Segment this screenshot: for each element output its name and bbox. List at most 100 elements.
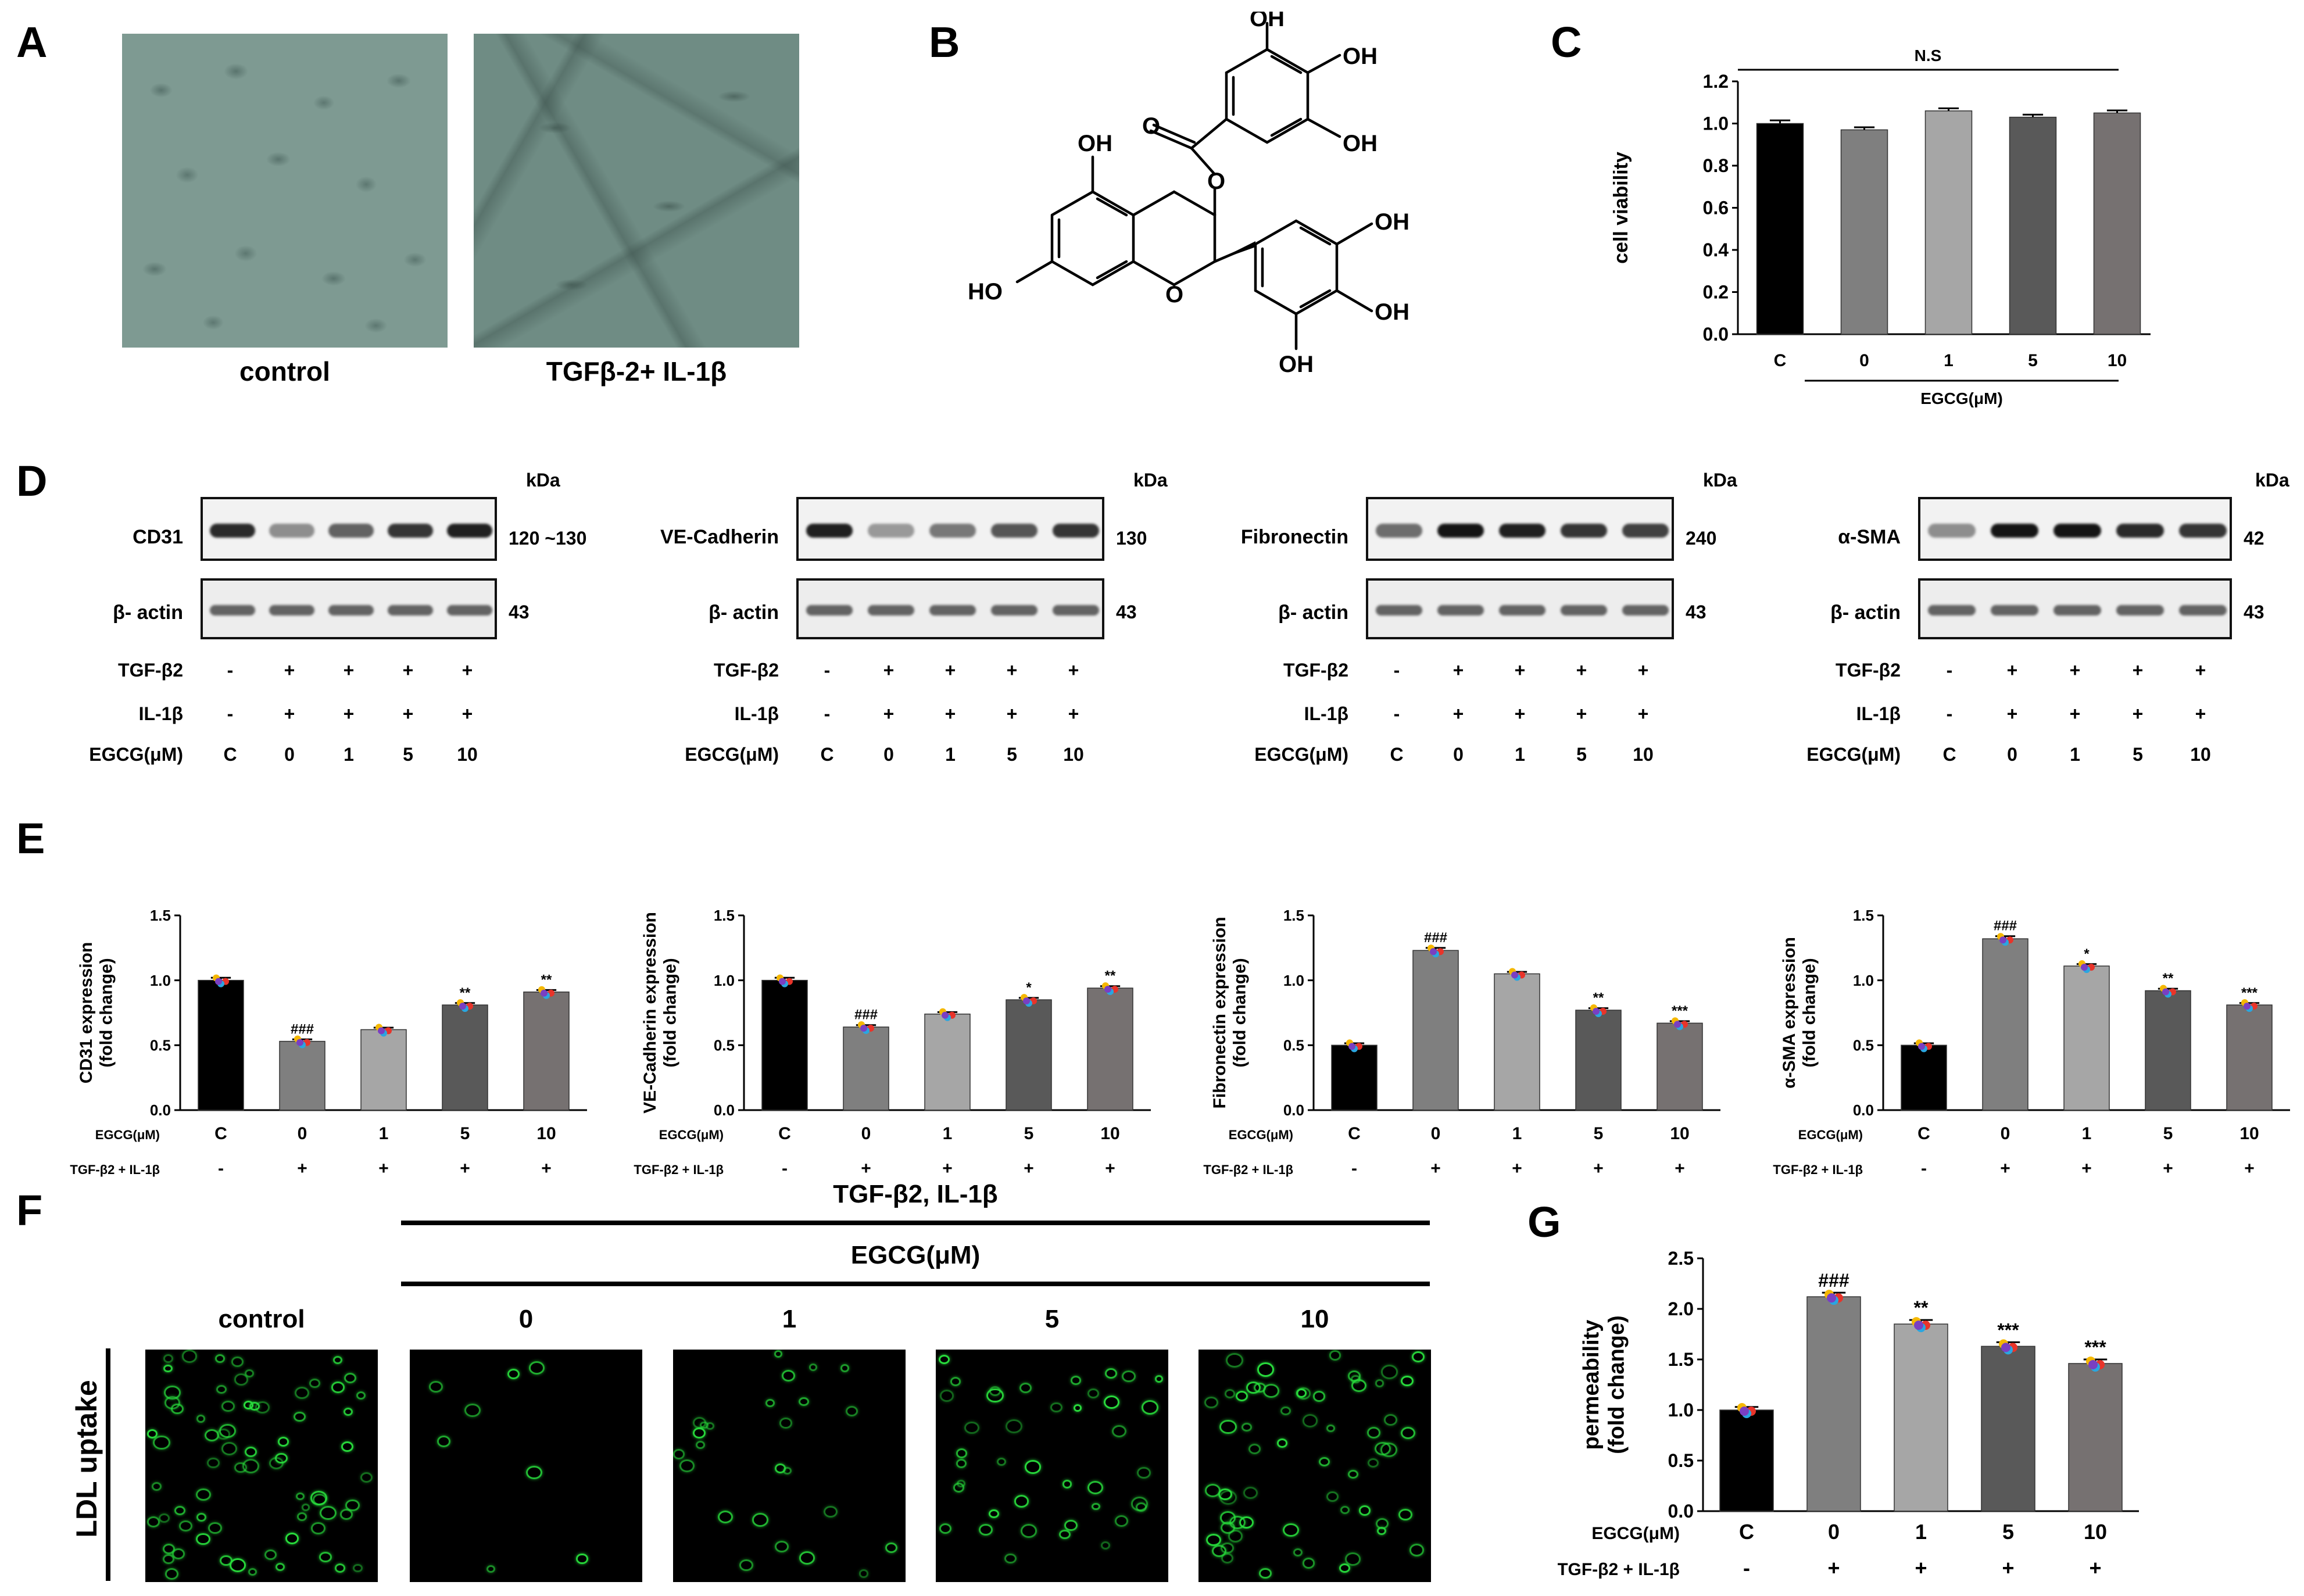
fluorescent-cell <box>1368 1458 1379 1468</box>
condition-value: 5 <box>2133 744 2143 765</box>
fluorescent-cell <box>840 1364 850 1373</box>
fluorescent-cell <box>221 1441 238 1455</box>
condition-value: 0 <box>2007 744 2017 765</box>
atom-o-ring: O <box>1165 282 1183 307</box>
fluorescent-cell <box>1114 1515 1128 1527</box>
condition-value: + <box>402 660 414 681</box>
y-tick-label: 0.6 <box>1703 198 1729 219</box>
fluorescent-cell <box>1242 1423 1253 1432</box>
condition-value: + <box>1637 703 1649 724</box>
target-band <box>867 524 915 538</box>
actin-band <box>210 605 255 616</box>
condition-value: - <box>227 703 234 724</box>
fluorescent-cell <box>1105 1368 1117 1379</box>
bar-10 <box>2068 1363 2123 1512</box>
bar-C <box>1756 123 1804 335</box>
target-band <box>929 524 976 538</box>
fluorescent-cell <box>576 1554 588 1564</box>
x-tick-label: 10 <box>2239 1124 2259 1143</box>
condition-value: + <box>945 660 956 681</box>
ldl-uptake-egcg-1-image <box>673 1350 906 1582</box>
fluorescent-cell <box>311 1522 325 1535</box>
blot-loading-size: 43 <box>1686 602 1706 622</box>
data-point <box>1918 1043 1925 1050</box>
condition-value: + <box>1068 703 1079 724</box>
fluorescent-cell <box>1224 1389 1236 1399</box>
condition-label: IL-1β <box>1304 703 1348 724</box>
fluorescent-cell <box>781 1370 796 1382</box>
blot-loading-membrane <box>1918 578 2232 639</box>
x-condition-label: + <box>460 1159 470 1178</box>
x-row2-label: TGF-β2 + IL-1β <box>70 1162 160 1177</box>
target-band <box>990 524 1038 538</box>
fluorescent-cell <box>507 1368 520 1379</box>
atom-oh-6: OH <box>1375 299 1409 325</box>
kda-label: kDa <box>1703 470 1737 491</box>
fluorescent-cell <box>221 1401 235 1412</box>
x-tick-label: 10 <box>2084 1520 2107 1544</box>
phase-contrast-control-image <box>122 34 448 348</box>
bar-C <box>1719 1409 1774 1512</box>
f-row-label: LDL uptake <box>70 1380 103 1538</box>
target-band <box>388 524 433 538</box>
bar-10 <box>2093 112 2141 335</box>
fluorescent-cell <box>310 1491 327 1505</box>
x-condition-label: + <box>1675 1159 1685 1178</box>
fluorescent-cell <box>164 1395 180 1409</box>
fluorescent-cell <box>1277 1438 1288 1448</box>
fluorescent-cell <box>295 1387 309 1399</box>
condition-value: 10 <box>457 744 478 765</box>
x-tick-label: 10 <box>1100 1124 1119 1143</box>
fluorescent-cell <box>331 1382 345 1393</box>
target-band <box>1990 524 2039 538</box>
condition-value: C <box>820 744 834 765</box>
condition-value: + <box>883 660 895 681</box>
actin-band <box>1927 605 1976 616</box>
blot-target-membrane <box>1918 497 2232 561</box>
fluorescent-cell <box>1257 1362 1275 1377</box>
fluorescent-cell <box>163 1364 173 1373</box>
panel-label-b: B <box>929 18 960 66</box>
data-point <box>1023 997 1030 1005</box>
atom-oh-2: OH <box>1343 44 1378 69</box>
y-tick-label: 1.0 <box>1853 972 1874 989</box>
blot-target-size: 42 <box>2244 528 2264 549</box>
fluorescent-cell <box>996 1457 1007 1466</box>
data-point <box>1827 1293 1836 1303</box>
x-tick-label: 1 <box>943 1124 953 1143</box>
fluorescent-cell <box>1400 1375 1414 1387</box>
fluorescent-cell <box>1367 1427 1381 1438</box>
fluorescent-cell <box>705 1422 715 1430</box>
x-condition-label: + <box>2002 1556 2014 1580</box>
fluorescent-cell <box>950 1377 961 1387</box>
significance-mark: *** <box>2084 1337 2106 1358</box>
condition-label: TGF-β2 <box>1283 660 1348 681</box>
fluorescent-cell <box>179 1520 193 1532</box>
actin-band <box>2116 605 2165 616</box>
fluorescent-cell <box>196 1533 210 1545</box>
data-point <box>1740 1407 1749 1416</box>
condition-value: 10 <box>2190 744 2211 765</box>
egcg-group-label: EGCG(μM) <box>1920 389 2003 407</box>
significance-mark: ** <box>541 972 552 987</box>
data-point <box>2162 988 2169 996</box>
fluorescent-cell <box>429 1380 443 1393</box>
condition-value: 0 <box>284 744 295 765</box>
fluorescent-cell <box>692 1427 706 1439</box>
y-tick-label: 0.0 <box>1283 1101 1304 1119</box>
condition-value: + <box>284 703 295 724</box>
y-axis-label: CD31 expression <box>77 942 96 1083</box>
significance-mark: * <box>2084 946 2090 962</box>
y-tick-label: 0.0 <box>1853 1101 1874 1119</box>
fluorescent-cell <box>294 1411 306 1422</box>
fluorescent-cell <box>1339 1563 1350 1573</box>
target-band <box>1927 524 1976 538</box>
fluorescent-cell <box>245 1369 255 1378</box>
x-row2-label: TGF-β2 + IL-1β <box>1203 1162 1293 1177</box>
fluorescent-cell <box>216 1384 227 1394</box>
fluorescent-cell <box>1221 1553 1233 1563</box>
fluorescent-cell <box>1384 1414 1398 1426</box>
data-point <box>1593 1008 1600 1015</box>
target-band <box>1375 524 1423 538</box>
ldl-uptake-egcg-5-image <box>936 1350 1168 1582</box>
